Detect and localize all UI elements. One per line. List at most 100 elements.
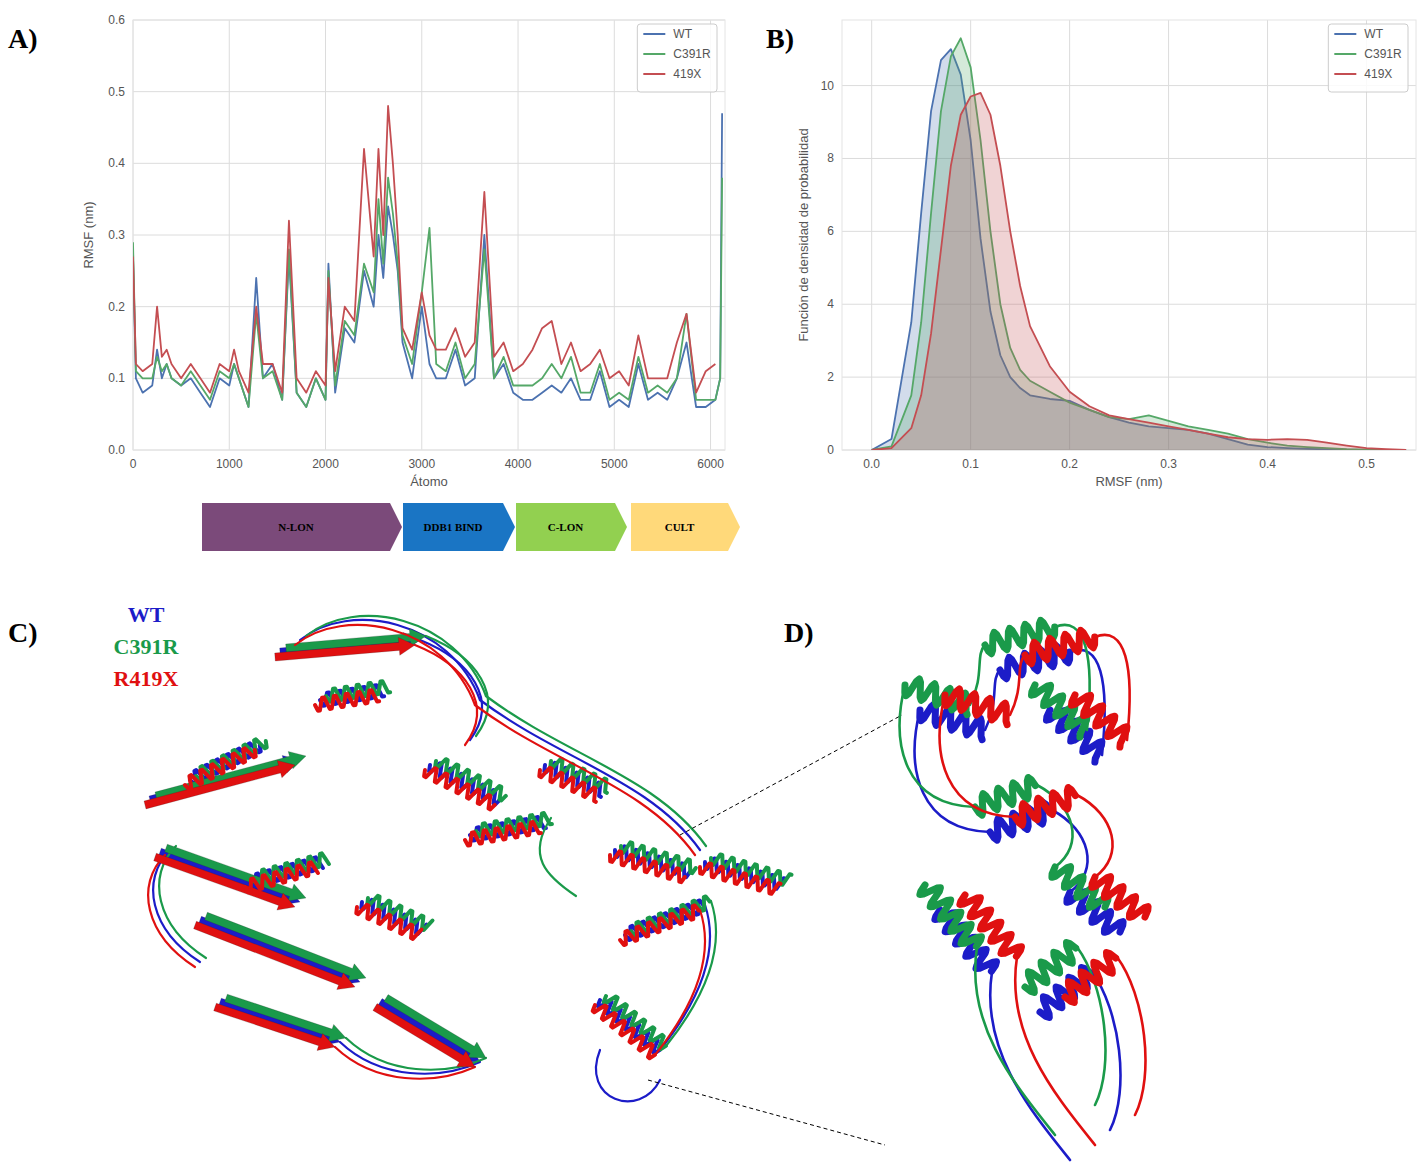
y-tick-label: 0.0 <box>108 443 125 457</box>
legend-swatch <box>1334 73 1356 75</box>
coil <box>655 910 705 1055</box>
legend-swatch <box>643 53 665 55</box>
x-axis-title: Átomo <box>410 474 448 489</box>
coil <box>1010 655 1025 715</box>
x-tick-label: 2000 <box>312 457 339 471</box>
strand <box>144 760 295 809</box>
series-line <box>133 106 715 393</box>
x-tick-label: 0.2 <box>1061 457 1078 471</box>
domain-arrow <box>202 503 402 551</box>
helix <box>985 620 1055 653</box>
coil <box>420 640 482 740</box>
y-tick-label: 4 <box>827 297 834 311</box>
coil <box>666 901 716 1046</box>
y-tick-label: 0.1 <box>108 371 125 385</box>
helix <box>465 822 541 846</box>
chart: 0.00.10.20.30.40.50246810RMSF (nm)Funció… <box>796 20 1416 489</box>
chart: 01000200030004000500060000.00.10.20.30.4… <box>81 13 725 489</box>
strand <box>205 912 366 980</box>
x-tick-label: 6000 <box>697 457 724 471</box>
y-tick-label: 0.6 <box>108 13 125 27</box>
helix <box>539 768 596 802</box>
strand <box>194 921 355 989</box>
coil <box>300 620 480 700</box>
helix <box>356 905 421 939</box>
structure-legend: C391R <box>114 634 180 659</box>
structure-c <box>149 620 786 1101</box>
x-tick-label: 0 <box>130 457 137 471</box>
x-tick-label: 4000 <box>505 457 532 471</box>
domain-label: N-LON <box>278 521 314 533</box>
legend-label: WT <box>1364 27 1383 41</box>
structure-c <box>144 625 781 1079</box>
x-tick-label: 0.0 <box>863 457 880 471</box>
grid-line <box>133 91 725 92</box>
y-tick-label: 10 <box>821 79 835 93</box>
x-tick-label: 3000 <box>408 457 435 471</box>
panel-letter: A) <box>8 23 38 54</box>
legend: WTC391R419X <box>637 24 717 92</box>
plot-area <box>133 20 725 450</box>
grid-line <box>133 306 725 307</box>
legend-box <box>637 24 717 92</box>
grid-line <box>133 163 725 164</box>
y-axis-title: Función de densidad de probabilidad <box>796 128 811 341</box>
plot-frame <box>842 20 1416 450</box>
grid-line <box>1069 20 1070 450</box>
y-tick-label: 0.5 <box>108 85 125 99</box>
legend-label: C391R <box>673 47 711 61</box>
panel-letter: B) <box>766 23 794 54</box>
helix <box>245 862 318 892</box>
legend-label: C391R <box>1364 47 1402 61</box>
series-line <box>872 38 1406 450</box>
strand <box>214 1003 335 1050</box>
legend-swatch <box>643 73 665 75</box>
density-area <box>872 38 1406 450</box>
x-tick-label: 0.4 <box>1259 457 1276 471</box>
structure-d <box>940 630 1148 1145</box>
legend-label: 419X <box>1364 67 1392 81</box>
y-tick-label: 8 <box>827 151 834 165</box>
y-tick-label: 0.2 <box>108 300 125 314</box>
domain-label: CULT <box>665 521 695 533</box>
domain-arrow <box>516 503 627 551</box>
legend-swatch <box>1334 53 1356 55</box>
helix <box>185 748 256 789</box>
x-tick-label: 0.1 <box>962 457 979 471</box>
grid-line <box>1267 20 1268 450</box>
strand <box>275 637 415 661</box>
legend-swatch <box>643 33 665 35</box>
legend: WT C391R 419X <box>1328 24 1408 92</box>
grid-line <box>1168 20 1169 450</box>
helix <box>1015 788 1075 826</box>
coil <box>415 645 477 745</box>
y-tick-label: 0.3 <box>108 228 125 242</box>
domain-arrow <box>403 503 515 551</box>
strand <box>373 1004 475 1067</box>
helix <box>1025 630 1095 663</box>
strand <box>378 999 480 1062</box>
y-tick-label: 0 <box>827 443 834 457</box>
plot-frame <box>133 20 725 450</box>
x-tick-label: 1000 <box>216 457 243 471</box>
density-area <box>872 93 1406 450</box>
x-tick-label: 0.3 <box>1160 457 1177 471</box>
series-line <box>872 93 1406 450</box>
coil <box>295 625 475 705</box>
helix <box>610 851 685 882</box>
x-tick-label: 5000 <box>601 457 628 471</box>
coil <box>1077 795 1113 877</box>
series-line <box>133 178 722 407</box>
structure-legend: R419X <box>114 666 179 691</box>
panel-letter: D) <box>784 617 814 648</box>
plot-area <box>842 20 1416 450</box>
grid-line <box>871 20 872 450</box>
structure-legend: WT <box>128 602 165 627</box>
helix <box>700 863 781 893</box>
data-group <box>872 38 1406 450</box>
legend-label: WT <box>673 27 692 41</box>
helix <box>960 895 1022 956</box>
y-tick-label: 6 <box>827 224 834 238</box>
y-axis-title: RMSF (nm) <box>81 201 96 268</box>
legend-swatch <box>1334 33 1356 35</box>
